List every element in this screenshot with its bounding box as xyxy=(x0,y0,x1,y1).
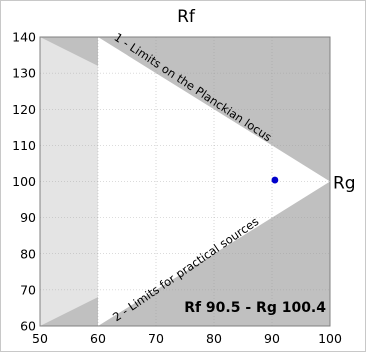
y-tick-label: 120 xyxy=(12,102,36,117)
y-tick-label: 60 xyxy=(20,319,36,334)
data-point xyxy=(271,176,279,184)
y-tick-label: 90 xyxy=(20,210,36,225)
plot-border xyxy=(39,36,331,327)
x-tick-label: 60 xyxy=(90,331,106,346)
x-tick-label: 90 xyxy=(264,331,280,346)
y-tick-label: 80 xyxy=(20,246,36,261)
x-axis-label: Rf xyxy=(177,7,196,27)
x-tick-label: 70 xyxy=(148,331,164,346)
result-label: Rf 90.5 - Rg 100.4 xyxy=(184,300,326,316)
x-tick-label: 80 xyxy=(206,331,222,346)
y-tick-label: 70 xyxy=(20,282,36,297)
x-tick-label: 50 xyxy=(32,331,48,346)
y-tick-label: 100 xyxy=(12,174,36,189)
y-tick-label: 130 xyxy=(12,66,36,81)
x-tick-label: 100 xyxy=(318,331,342,346)
y-tick-label: 110 xyxy=(12,138,36,153)
y-tick-label: 140 xyxy=(12,30,36,45)
y-axis-label: Rg xyxy=(333,174,356,194)
